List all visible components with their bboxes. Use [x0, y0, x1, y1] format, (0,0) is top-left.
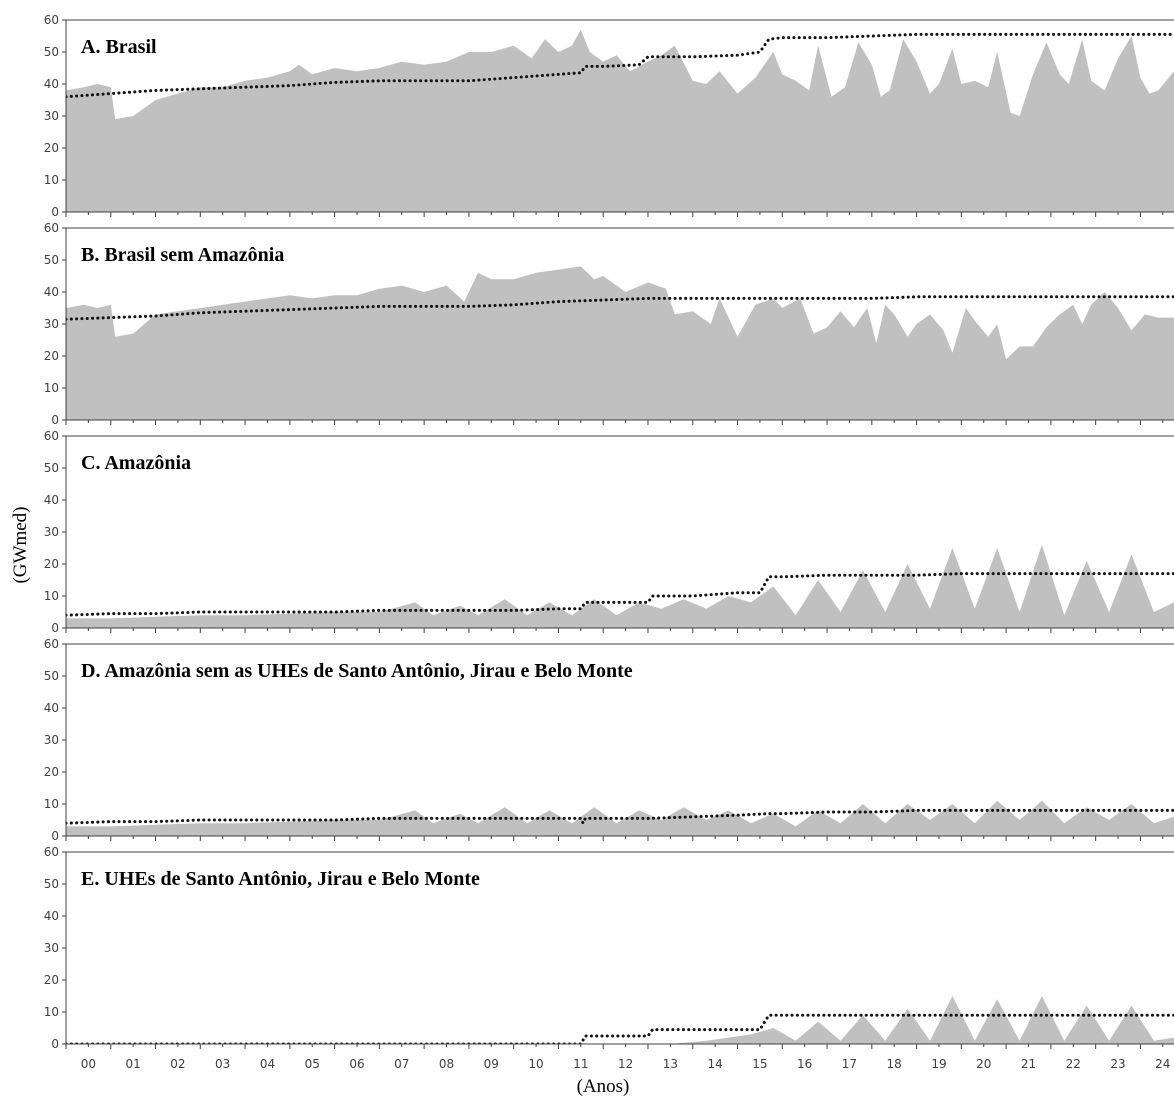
panel-title: D. Amazônia sem as UHEs de Santo Antônio…: [81, 660, 633, 682]
y-tick-label: 60: [44, 429, 59, 443]
x-tick-label: 00: [81, 1057, 96, 1071]
y-tick-label: 20: [44, 973, 59, 987]
trend-line: [66, 572, 1174, 617]
panel-title: E. UHEs de Santo Antônio, Jirau e Belo M…: [81, 868, 480, 890]
y-tick-label: 30: [44, 733, 59, 747]
y-tick-label: 10: [44, 1005, 59, 1019]
x-tick-label: 20: [976, 1057, 991, 1071]
x-tick-label: 15: [752, 1057, 767, 1071]
panel: 0 10 20 30 40 50 60 C. Amazônia: [44, 429, 1174, 635]
y-tick-label: 50: [44, 45, 59, 59]
x-tick-label: 04: [260, 1057, 275, 1071]
y-tick-label: 20: [44, 349, 59, 363]
trend-line: [66, 32, 1174, 99]
y-tick-label: 40: [44, 909, 59, 923]
x-tick-label: 19: [931, 1057, 946, 1071]
area-series: [66, 29, 1174, 212]
trend-line: [66, 1013, 1174, 1044]
y-tick-label: 30: [44, 941, 59, 955]
x-tick-label: 18: [887, 1057, 902, 1071]
y-tick-label: 50: [44, 461, 59, 475]
y-tick-label: 60: [44, 221, 59, 235]
y-tick-label: 60: [44, 13, 59, 27]
panel-title: C. Amazônia: [81, 452, 191, 474]
y-axis-label: (GWmed): [10, 506, 31, 583]
x-tick-label: 11: [573, 1057, 588, 1071]
area-series: [66, 544, 1174, 628]
trend-line: [66, 295, 1174, 321]
x-tick-label: 16: [797, 1057, 812, 1071]
trend-line: [66, 808, 1174, 827]
x-tick-label: 05: [305, 1057, 320, 1071]
y-tick-label: 50: [44, 253, 59, 267]
x-tick-label: 13: [663, 1057, 678, 1071]
panel: 0 10 20 30 40 50 60 E. UHEs de Santo Antônio, J…: [44, 845, 1174, 1051]
area-series: [66, 266, 1174, 420]
x-tick-label: 10: [528, 1057, 543, 1071]
area-series: [66, 800, 1174, 836]
panel: 0 10 20 30 40 50 60 B. Brasil sem Amazônia: [44, 221, 1174, 427]
x-tick-label: 24: [1155, 1057, 1170, 1071]
y-tick-label: 20: [44, 765, 59, 779]
y-tick-label: 0: [51, 205, 59, 219]
panel-title: B. Brasil sem Amazônia: [81, 244, 284, 266]
x-tick-label: 08: [439, 1057, 454, 1071]
x-tick-label: 02: [170, 1057, 185, 1071]
x-tick-label: 12: [618, 1057, 633, 1071]
panel: 0 10 20 30 40 50 60 D. Amazônia sem as UHEs de …: [44, 637, 1174, 843]
y-tick-label: 20: [44, 141, 59, 155]
y-tick-label: 0: [51, 413, 59, 427]
y-tick-label: 10: [44, 381, 59, 395]
y-tick-label: 0: [51, 829, 59, 843]
y-tick-label: 50: [44, 669, 59, 683]
y-tick-label: 0: [51, 621, 59, 635]
x-tick-label: 14: [707, 1057, 722, 1071]
y-tick-label: 10: [44, 589, 59, 603]
panel-title: A. Brasil: [81, 36, 157, 58]
y-tick-label: 30: [44, 317, 59, 331]
y-tick-label: 40: [44, 701, 59, 715]
x-tick-label: 21: [1021, 1057, 1036, 1071]
y-tick-label: 40: [44, 77, 59, 91]
x-tick-label: 22: [1066, 1057, 1081, 1071]
x-tick-label: 03: [215, 1057, 230, 1071]
x-tick-label: 23: [1110, 1057, 1125, 1071]
y-tick-label: 60: [44, 845, 59, 859]
y-tick-label: 50: [44, 877, 59, 891]
y-tick-label: 30: [44, 109, 59, 123]
x-tick-label: 01: [126, 1057, 141, 1071]
y-tick-label: 30: [44, 525, 59, 539]
y-tick-label: 40: [44, 285, 59, 299]
x-tick-label: 07: [394, 1057, 409, 1071]
panel: 0 10 20 30 40 50 60 A. Brasil: [44, 13, 1174, 219]
y-tick-label: 60: [44, 637, 59, 651]
y-tick-label: 0: [51, 1037, 59, 1051]
y-tick-label: 10: [44, 173, 59, 187]
x-tick-label: 06: [349, 1057, 364, 1071]
y-tick-label: 20: [44, 557, 59, 571]
x-tick-label: 17: [842, 1057, 857, 1071]
area-series: [66, 996, 1174, 1044]
y-tick-label: 40: [44, 493, 59, 507]
x-tick-label: 09: [484, 1057, 499, 1071]
y-tick-label: 10: [44, 797, 59, 811]
x-axis-label: (Anos): [577, 1076, 630, 1097]
